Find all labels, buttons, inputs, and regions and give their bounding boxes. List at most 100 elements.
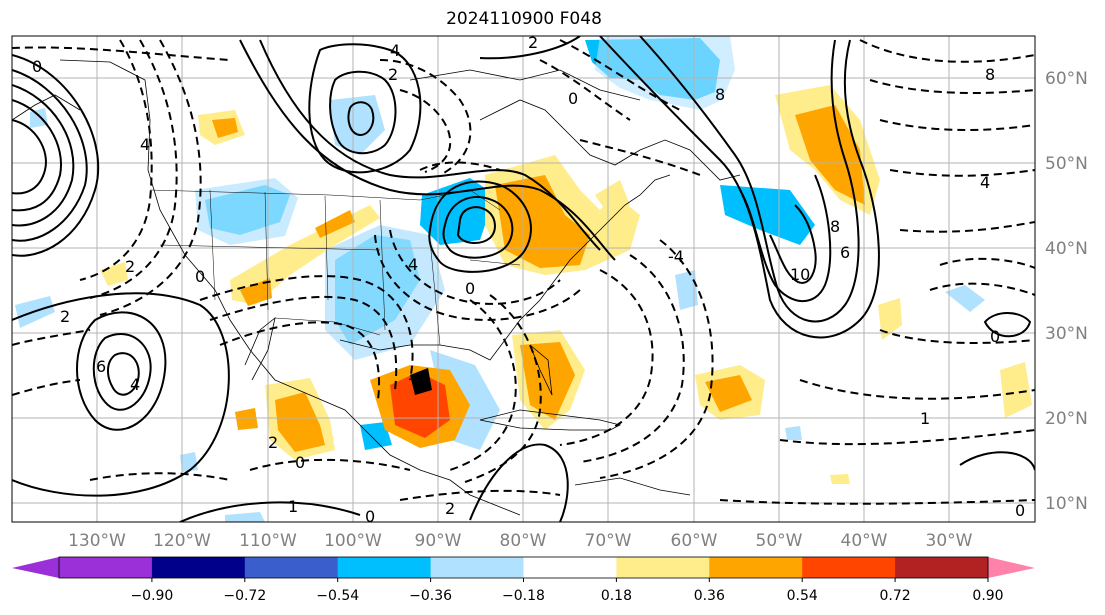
colorbar-tick-label: 0.36 xyxy=(694,588,725,604)
shade-region xyxy=(520,342,575,420)
shade-region xyxy=(785,426,802,440)
contour-labels: 0 4 2 0 8 8 4 8 10 6 -4 1 0 2 2 4 6 2 0 … xyxy=(32,33,1025,526)
contour-label: 0 xyxy=(365,507,375,526)
shade-region xyxy=(180,452,198,472)
contour-label: 4 xyxy=(408,255,418,274)
contour-label: 4 xyxy=(130,375,140,394)
colorbar-tick-label: 0.18 xyxy=(601,588,632,604)
shade-region xyxy=(275,392,325,452)
lon-label: 50°W xyxy=(756,531,803,551)
lon-label: 90°W xyxy=(415,531,462,551)
solid-contours xyxy=(12,36,1035,522)
shade-region xyxy=(225,512,265,522)
colorbar-tick-label: 0.90 xyxy=(972,588,1003,604)
contour-label: 4 xyxy=(140,135,150,154)
map-panel: 0 4 2 0 8 8 4 8 10 6 -4 1 0 2 2 4 6 2 0 … xyxy=(11,33,1036,526)
shade-region xyxy=(830,474,850,484)
contour-label: 0 xyxy=(295,453,305,472)
lon-label: 120°W xyxy=(153,531,211,551)
colorbar-under-triangle xyxy=(12,557,59,578)
shade-region xyxy=(195,178,298,245)
lon-label: 70°W xyxy=(585,531,632,551)
contour-label: 8 xyxy=(830,217,840,236)
contour-label: 2 xyxy=(445,499,455,518)
contour-label: 6 xyxy=(840,243,850,262)
shade-region xyxy=(795,105,865,205)
shade-region xyxy=(235,408,258,430)
contour-label: 2 xyxy=(60,307,70,326)
colorbar-bin xyxy=(337,557,432,578)
colorbar-bin xyxy=(244,557,339,578)
contour-label: 1 xyxy=(288,497,298,516)
map-frame xyxy=(11,35,1036,523)
colorbar-bin xyxy=(895,557,989,578)
map-title: 2024110900 F048 xyxy=(446,9,602,29)
contour-label: 4 xyxy=(390,41,400,60)
colorbar-bin xyxy=(151,557,246,578)
colorbar-tick-label: −0.36 xyxy=(409,588,452,604)
contour-label: 10 xyxy=(790,265,810,284)
shade-region xyxy=(315,210,355,238)
lat-label: 10°N xyxy=(1045,494,1088,514)
colorbar-tick-label: −0.54 xyxy=(316,588,359,604)
map-gridlines xyxy=(12,36,1035,522)
shade-region xyxy=(410,368,432,395)
lon-label: 130°W xyxy=(68,531,126,551)
shade-region xyxy=(945,285,985,312)
shade-region xyxy=(1000,362,1032,418)
contour-label: 0 xyxy=(32,57,42,76)
contour-label: -4 xyxy=(668,247,684,266)
colorbar-bin xyxy=(802,557,896,578)
colorbar-tick-label: 0.72 xyxy=(880,588,911,604)
contour-label: 2 xyxy=(528,33,538,52)
colorbar-bin xyxy=(59,557,153,578)
colorbar-over-triangle xyxy=(988,557,1035,578)
shade-region xyxy=(390,372,450,438)
shade-region xyxy=(595,180,630,220)
shade-region xyxy=(30,108,48,128)
shade-region xyxy=(212,118,238,138)
shade-region xyxy=(878,298,902,340)
lon-label: 40°W xyxy=(841,531,888,551)
colorbar-bin xyxy=(709,557,803,578)
contour-label: 0 xyxy=(568,89,578,108)
lat-label: 20°N xyxy=(1045,409,1088,429)
lon-label: 110°W xyxy=(239,531,297,551)
shade-region xyxy=(595,36,735,110)
contour-label: 2 xyxy=(268,433,278,452)
contour-label: 8 xyxy=(715,85,725,104)
contour-label: 1 xyxy=(920,409,930,428)
contour-label: 0 xyxy=(1015,501,1025,520)
contour-label: 2 xyxy=(125,257,135,276)
lon-label: 80°W xyxy=(500,531,547,551)
dashed-contours xyxy=(12,39,1035,505)
shade-region xyxy=(360,422,392,450)
shade-region xyxy=(240,278,272,306)
contour-label: 6 xyxy=(96,357,106,376)
latitude-axis: 60°N 50°N 40°N 30°N 20°N 10°N xyxy=(1045,69,1088,514)
colorbar-bin xyxy=(616,557,710,578)
contour-label: 4 xyxy=(980,173,990,192)
contour-label: 2 xyxy=(388,65,398,84)
colorbar-tick-label: −0.18 xyxy=(502,588,545,604)
colorbar-tick-label: −0.90 xyxy=(130,588,173,604)
colorbar-tick-label: 0.54 xyxy=(787,588,818,604)
lon-label: 60°W xyxy=(671,531,718,551)
colorbar: −0.90 −0.72 −0.54 −0.36 −0.18 0.18 0.36 0.54 0.7… xyxy=(12,556,1035,604)
longitude-axis: 130°W 120°W 110°W 100°W 90°W 80°W 70°W 6… xyxy=(68,531,973,551)
contour-label: 0 xyxy=(195,267,205,286)
contour-label: 0 xyxy=(990,327,1000,346)
shade-region xyxy=(675,270,698,310)
lat-label: 50°N xyxy=(1045,154,1088,174)
lat-label: 30°N xyxy=(1045,324,1088,344)
contour-label: 8 xyxy=(985,65,995,84)
colorbar-bin xyxy=(523,557,617,578)
contour-label: 0 xyxy=(465,279,475,298)
lat-label: 40°N xyxy=(1045,239,1088,259)
lat-label: 60°N xyxy=(1045,69,1088,89)
lon-label: 100°W xyxy=(324,531,382,551)
colorbar-bins xyxy=(59,557,989,578)
colorbar-bin xyxy=(430,557,524,578)
colorbar-tick-label: −0.72 xyxy=(223,588,266,604)
